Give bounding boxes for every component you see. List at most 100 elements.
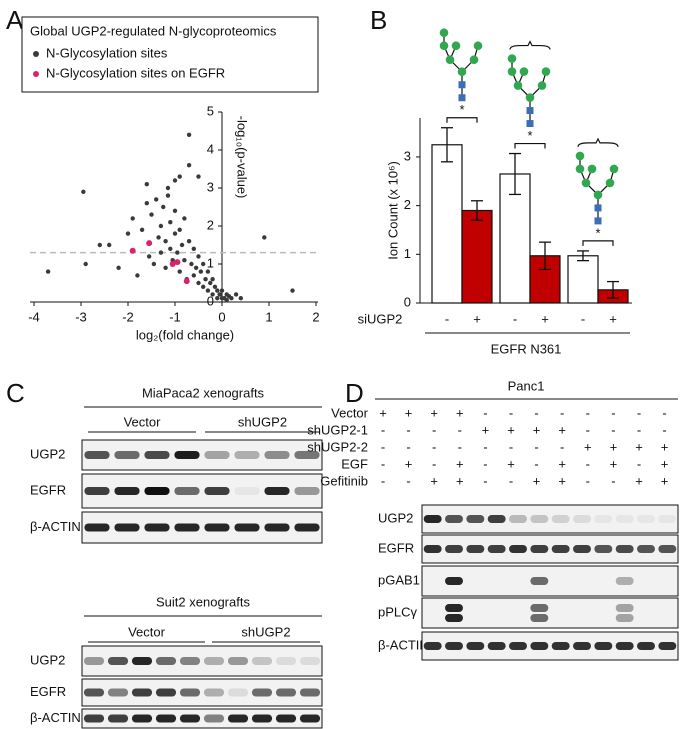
y-tick-label: 2 (404, 197, 411, 212)
blot-band (530, 614, 549, 622)
glycan-brace (577, 137, 619, 147)
blot-band (445, 545, 463, 553)
legend-label: N-Glycosylation sites (46, 45, 168, 60)
data-point (135, 273, 140, 278)
condition-sign: + (405, 405, 413, 420)
blot-band (204, 487, 230, 495)
blot-band (114, 451, 140, 459)
blot-band (114, 487, 140, 495)
condition-sign: - (534, 456, 538, 471)
legend-marker (33, 51, 39, 57)
y-tick-label: 3 (207, 179, 214, 194)
significance-bracket (514, 142, 546, 149)
data-point (139, 227, 145, 232)
condition-sign: - (560, 439, 564, 454)
condition-sign: - (534, 405, 538, 420)
blot-strip (421, 534, 679, 564)
legend-label: N-Glycosylation sites on EGFR (46, 65, 225, 80)
blot-strip (81, 708, 323, 729)
data-point (182, 216, 187, 221)
significance-label: * (459, 102, 464, 117)
x-tick-label: + (609, 311, 617, 326)
blot-band (466, 642, 485, 650)
blot-band (487, 545, 506, 553)
data-point (191, 273, 196, 278)
data-point (177, 269, 182, 274)
glycan-circle (525, 93, 535, 102)
glycan-square (458, 81, 466, 89)
x-tick-label: - (513, 311, 517, 326)
condition-sign: - (611, 473, 615, 488)
significance-bracket (582, 240, 614, 246)
row-label: UGP2 (30, 652, 65, 667)
condition-sign: + (635, 439, 643, 454)
row-label: pPLCγ (378, 604, 418, 619)
data-point (130, 216, 135, 221)
condition-sign: + (482, 422, 490, 437)
x-tick-label: 0 (218, 309, 225, 324)
condition-sign: - (483, 405, 487, 420)
y-tick-label: 3 (404, 148, 411, 163)
glycan-circle (507, 67, 517, 76)
row-label: β-ACTIN (378, 637, 429, 652)
glycan-circle (541, 67, 551, 76)
data-point (144, 182, 149, 187)
blot-band (573, 515, 591, 523)
condition-sign: + (661, 456, 669, 471)
x-tick-label: -4 (28, 309, 40, 324)
blot-band (299, 688, 321, 697)
significance-label: * (527, 128, 532, 143)
blot-band (203, 657, 225, 665)
data-point (210, 292, 215, 297)
data-point (212, 284, 218, 289)
blot-band (84, 451, 110, 459)
blot-band (155, 657, 177, 665)
data-point (183, 278, 190, 285)
data-point (146, 240, 153, 247)
panel-label: B (370, 5, 387, 35)
blot-band (423, 515, 442, 523)
data-point (146, 254, 152, 259)
glycan-square (458, 94, 466, 102)
x-tick-label: -3 (75, 309, 87, 324)
group-label: shUGP2 (241, 624, 290, 639)
blot-band (174, 487, 200, 495)
blot-band (573, 642, 591, 650)
data-point (158, 223, 164, 229)
blot-band (658, 642, 677, 650)
blot-band (234, 487, 260, 495)
condition-sign: - (432, 456, 436, 471)
data-point (193, 265, 199, 270)
blot-band (445, 614, 463, 622)
condition-sign: - (586, 473, 590, 488)
data-point (168, 220, 173, 225)
legend-title: Global UGP2-regulated N-glycoproteomics (30, 23, 277, 38)
data-point (215, 288, 220, 293)
blot-band (299, 657, 321, 665)
blot-band (615, 614, 634, 622)
blot-band (487, 515, 506, 523)
blot-band (107, 657, 129, 665)
condition-sign: - (381, 456, 385, 471)
data-point (81, 189, 86, 194)
blot-band (83, 688, 105, 697)
row-label: UGP2 (30, 446, 65, 461)
data-point (215, 296, 220, 301)
blot-band (275, 688, 297, 697)
condition-sign: - (483, 439, 487, 454)
data-point (219, 288, 225, 293)
condition-sign: - (483, 456, 487, 471)
condition-sign: + (558, 422, 566, 437)
blot-band (227, 657, 249, 665)
glycan-square (526, 120, 534, 128)
blot-band (530, 604, 549, 612)
data-point (97, 242, 103, 248)
data-point (233, 292, 239, 297)
blot-band (530, 577, 549, 585)
blot-band (509, 642, 527, 650)
blot-band (179, 688, 201, 697)
blot-band (573, 545, 591, 553)
y-tick-label: 0 (207, 293, 214, 308)
blot-band (530, 545, 549, 553)
data-point (172, 208, 178, 213)
